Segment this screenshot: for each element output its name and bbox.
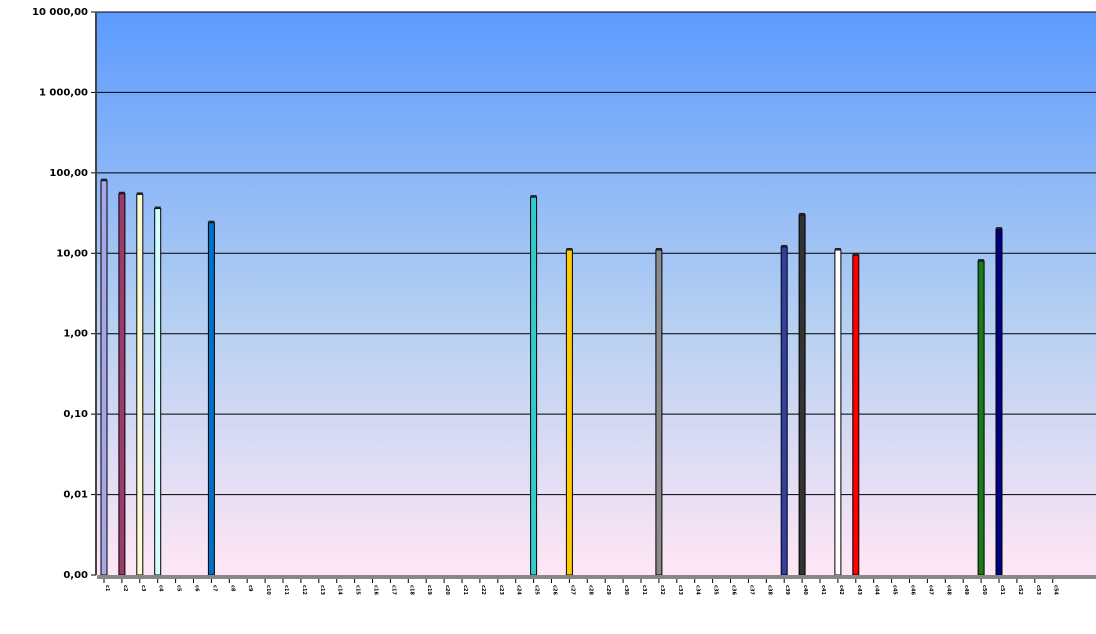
- bar-top: [781, 244, 788, 247]
- bar: [852, 254, 860, 576]
- x-tick-label: c28: [587, 585, 593, 595]
- bar-top: [996, 227, 1002, 230]
- x-tick-label: c14: [337, 585, 343, 595]
- bar: [207, 222, 215, 576]
- bar: [995, 228, 1003, 576]
- bar-top: [154, 206, 161, 209]
- x-axis-floor: [97, 575, 1096, 579]
- x-tick-label: c10: [265, 585, 271, 595]
- x-tick-label: c3: [140, 585, 146, 592]
- bar: [798, 214, 806, 576]
- x-tick-label: c2: [122, 585, 128, 592]
- x-tick-label: c11: [283, 585, 289, 595]
- x-tick-label: c30: [623, 585, 629, 595]
- x-tick-label: c5: [176, 585, 182, 592]
- x-tick-label: c40: [802, 585, 808, 595]
- bar: [655, 249, 663, 576]
- bar: [565, 249, 573, 576]
- x-tick-label: c47: [927, 585, 933, 595]
- x-tick-label: c20: [444, 585, 450, 595]
- x-tick-label: c48: [945, 585, 951, 595]
- x-tick-label: c50: [981, 585, 987, 595]
- x-tick-label: c35: [713, 585, 719, 595]
- x-tick-label: c6: [194, 585, 200, 592]
- y-tick-label: 100,00: [49, 168, 88, 179]
- x-tick-label: c41: [820, 585, 826, 595]
- x-tick-label: c24: [516, 585, 522, 595]
- bar-top: [101, 178, 107, 181]
- x-tick-label: c27: [569, 585, 575, 595]
- x-tick-label: c43: [856, 585, 862, 595]
- bar-top: [136, 192, 143, 195]
- x-tick-label: c45: [892, 585, 898, 595]
- y-tick-label: 0,10: [63, 409, 88, 420]
- bar-top: [530, 195, 537, 198]
- bar-top: [566, 247, 573, 250]
- bar-top: [208, 220, 215, 223]
- bar-top: [655, 247, 662, 250]
- x-tick-label: c52: [1017, 585, 1023, 595]
- bar: [100, 180, 108, 576]
- x-tick-label: c31: [641, 585, 647, 595]
- y-tick-label: 0,00: [63, 570, 88, 581]
- x-tick-label: c25: [534, 585, 540, 595]
- bar-top: [799, 212, 806, 215]
- x-tick-label: c7: [211, 585, 217, 592]
- x-tick-label: c53: [1035, 585, 1041, 595]
- bar: [154, 208, 162, 576]
- x-tick-label: c18: [408, 585, 414, 595]
- x-tick-label: c19: [426, 585, 432, 595]
- bar: [780, 246, 788, 576]
- bar: [136, 193, 144, 576]
- bar: [834, 249, 842, 576]
- x-tick-label: c13: [319, 585, 325, 595]
- x-tick-label: c1: [104, 585, 110, 592]
- x-tick-label: c34: [695, 585, 701, 595]
- bar: [118, 193, 126, 576]
- x-tick-label: c42: [838, 585, 844, 595]
- y-tick-label: 10,00: [56, 248, 88, 259]
- x-tick-label: c33: [677, 585, 683, 595]
- y-tick-label: 0,01: [63, 490, 88, 501]
- x-tick-label: c8: [229, 585, 235, 592]
- x-tick-label: c21: [462, 585, 468, 595]
- bar-top: [978, 259, 985, 262]
- bar: [977, 260, 985, 576]
- x-tick-label: c39: [784, 585, 790, 595]
- y-tick-label: 1 000,00: [39, 87, 88, 98]
- x-tick-label: c29: [605, 585, 611, 595]
- x-tick-label: c22: [480, 585, 486, 595]
- x-tick-label: c54: [1053, 585, 1059, 595]
- bar: [530, 196, 538, 576]
- x-tick-label: c44: [874, 585, 880, 595]
- x-tick-label: c12: [301, 585, 307, 595]
- x-tick-label: c32: [659, 585, 665, 595]
- x-tick-label: c46: [910, 585, 916, 595]
- x-tick-label: c15: [355, 585, 361, 595]
- y-tick-label: 10 000,00: [32, 7, 88, 18]
- bar-top: [118, 191, 125, 194]
- x-tick-label: c37: [748, 585, 754, 595]
- x-tick-label: c9: [247, 585, 253, 592]
- bar-top: [852, 253, 859, 256]
- x-tick-label: c36: [731, 585, 737, 595]
- x-tick-label: c38: [766, 585, 772, 595]
- bar-top: [834, 247, 841, 250]
- x-tick-label: c51: [999, 585, 1005, 595]
- plot-area: [96, 12, 1096, 575]
- x-tick-label: c17: [390, 585, 396, 595]
- x-tick-label: c23: [498, 585, 504, 595]
- y-tick-label: 1,00: [63, 329, 88, 340]
- x-tick-label: c4: [158, 585, 164, 592]
- x-tick-label: c16: [373, 585, 379, 595]
- x-tick-label: c26: [552, 585, 558, 595]
- x-tick-label: c49: [963, 585, 969, 595]
